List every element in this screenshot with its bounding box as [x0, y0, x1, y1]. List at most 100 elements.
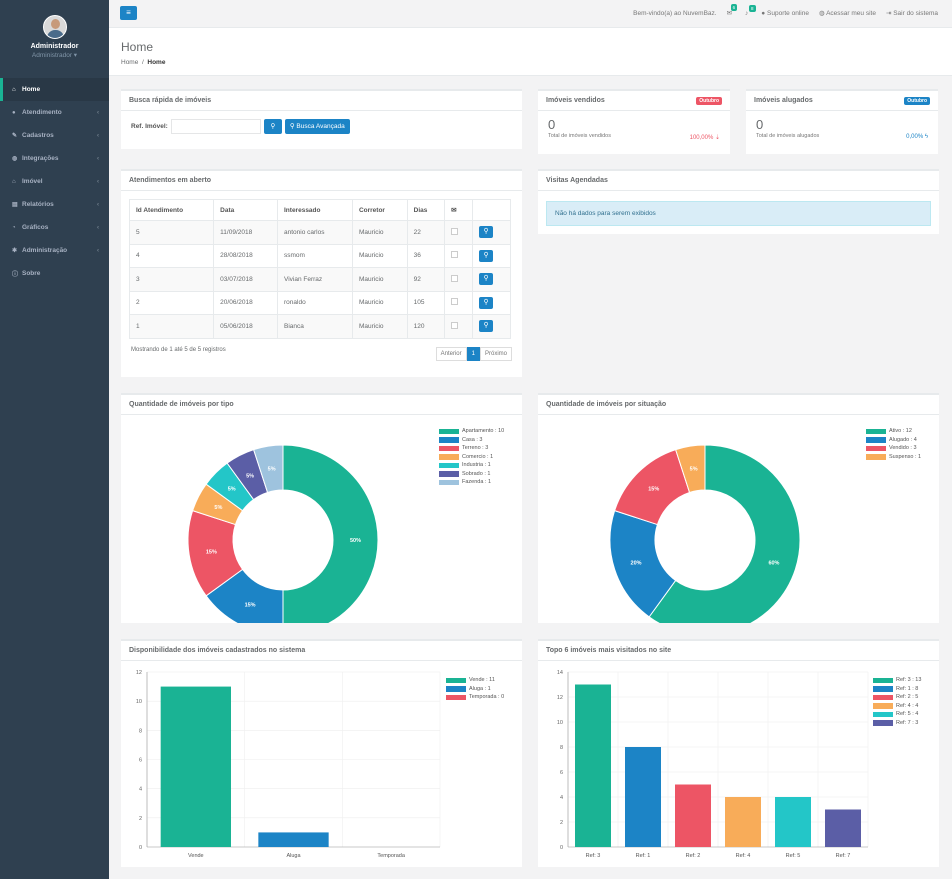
legend-item[interactable]: Temporada : 0	[446, 693, 504, 702]
sidebar-item-graficos[interactable]: ◔ Gráficos ‹	[0, 216, 109, 239]
column-header-dias[interactable]: Dias	[406, 199, 446, 221]
sidebar-item-imovel[interactable]: ⌂ Imóvel ‹	[0, 170, 109, 193]
globe-icon: ◍	[818, 10, 825, 17]
availability-bar-chart: 0 2 4 6 8 10 12 Vende Aluga Temporada	[136, 670, 441, 859]
sidebar-item-sobre[interactable]: ⓘ Sobre	[0, 262, 109, 285]
legend-swatch	[873, 711, 893, 717]
legend-item[interactable]: Ref: 5 : 4	[873, 710, 921, 719]
bar-ref-7[interactable]	[825, 809, 861, 848]
rented-value: 0	[756, 117, 764, 132]
column-header-mail[interactable]: ✉	[444, 199, 474, 221]
legend-item[interactable]: Ref: 4 : 4	[873, 702, 921, 711]
bar-ref-1[interactable]	[625, 747, 661, 847]
advanced-search-button[interactable]: ⚲ Busca Avançada	[284, 119, 350, 134]
legend-item[interactable]: Vendido : 3	[866, 444, 921, 453]
row-checkbox[interactable]	[451, 227, 459, 235]
legend-item[interactable]: Ref: 1 : 8	[873, 685, 921, 694]
legend-swatch	[439, 471, 459, 477]
view-attendance-button[interactable]: ⚲	[479, 296, 494, 309]
column-header-id-atendimento[interactable]: Id Atendimento	[128, 199, 215, 221]
table-cell: ssmom	[277, 243, 353, 268]
slice-apartamento[interactable]	[282, 444, 379, 636]
table-cell	[444, 220, 474, 245]
legend-swatch	[873, 686, 893, 692]
column-header-corretor[interactable]: Corretor	[351, 199, 408, 221]
search-button[interactable]: ⚲	[263, 119, 282, 134]
view-attendance-button[interactable]: ⚲	[479, 273, 494, 286]
sidebar-item-relatorios[interactable]: ▤ Relatórios ‹	[0, 193, 109, 216]
avatar[interactable]	[42, 15, 67, 39]
bar-ref-5[interactable]	[775, 797, 811, 847]
site-link[interactable]: ◍ Acessar meu site	[819, 9, 876, 17]
sidebar-item-atendimento[interactable]: ● Atendimento ‹	[0, 101, 109, 124]
sidebar-item-cadastros[interactable]: ✎ Cadastros ‹	[0, 124, 109, 147]
row-checkbox[interactable]	[451, 298, 459, 306]
legend-label: Casa : 3	[462, 436, 483, 443]
chevron-left-icon: ‹	[97, 201, 99, 208]
search-icon: ⚲	[483, 228, 489, 236]
next-page-button[interactable]: Próximo	[479, 347, 512, 361]
legend-item[interactable]: Ref: 2 : 5	[873, 693, 921, 702]
notifications-button[interactable]: ♪ 8	[745, 4, 756, 17]
menu-toggle-button[interactable]: ≡	[120, 6, 137, 20]
legend-item[interactable]: Comercio : 1	[439, 453, 504, 462]
user-name: Administrador	[30, 43, 79, 50]
sidebar-item-home[interactable]: ⌂ Home	[0, 78, 109, 101]
view-attendance-button[interactable]: ⚲	[479, 249, 494, 262]
row-checkbox[interactable]	[451, 274, 459, 282]
bar-ref-3[interactable]	[575, 684, 611, 848]
column-header-data[interactable]: Data	[213, 199, 278, 221]
prev-page-button[interactable]: Anterior	[435, 347, 467, 361]
legend-item[interactable]: Ref: 3 : 13	[873, 676, 921, 685]
row-checkbox[interactable]	[451, 321, 459, 329]
quick-search-panel: Busca rápida de imóveis Ref. Imóvel: ⚲ ⚲…	[121, 89, 522, 149]
legend-item[interactable]: Terreno : 3	[439, 444, 504, 453]
legend-item[interactable]: Industria : 1	[439, 461, 504, 470]
y-tick-label: 14	[557, 670, 563, 676]
quick-search-title: Busca rápida de imóveis	[121, 91, 522, 111]
legend-item[interactable]: Aluga : 1	[446, 685, 504, 694]
legend-item[interactable]: Casa : 3	[439, 436, 504, 445]
bar-vende[interactable]	[160, 686, 231, 847]
view-attendance-button[interactable]: ⚲	[479, 320, 494, 333]
sidebar-item-administracao[interactable]: ✱ Administração ‹	[0, 239, 109, 262]
logout-link[interactable]: ⇥ Sair do sistema	[886, 9, 938, 17]
breadcrumb-current: Home	[147, 59, 166, 66]
legend-item[interactable]: Ativo : 12	[866, 427, 921, 436]
x-tick-label: Aluga	[286, 853, 301, 859]
legend-item[interactable]: Fazenda : 1	[439, 478, 504, 487]
row-checkbox[interactable]	[451, 251, 459, 259]
table-cell: 92	[406, 267, 446, 292]
legend-label: Ativo : 12	[889, 428, 912, 435]
sold-month-badge: Outubro	[696, 97, 722, 105]
legend-item[interactable]: Ref: 7 : 3	[873, 719, 921, 728]
slice-fazenda[interactable]	[253, 444, 284, 494]
slice-suspenso[interactable]	[675, 444, 706, 494]
legend-label: Ref: 2 : 5	[896, 694, 919, 701]
user-role-dropdown[interactable]: Administrador ▾	[31, 52, 78, 59]
page-1-button[interactable]: 1	[466, 347, 480, 361]
legend-item[interactable]: Suspenso : 1	[866, 453, 921, 462]
breadcrumb-home-link[interactable]: Home	[121, 59, 139, 66]
legend-item[interactable]: Vende : 11	[446, 676, 504, 685]
column-header-interessado[interactable]: Interessado	[277, 199, 353, 221]
bar-ref-2[interactable]	[675, 784, 711, 848]
view-attendance-button[interactable]: ⚲	[479, 226, 494, 239]
legend-item[interactable]: Apartamento : 10	[439, 427, 504, 436]
bar-ref-4[interactable]	[725, 797, 761, 847]
slice-label: 5%	[214, 505, 222, 511]
book-icon: ▤	[12, 202, 18, 208]
legend-swatch	[866, 454, 886, 460]
bar-aluga[interactable]	[258, 832, 329, 847]
messages-button[interactable]: ✉ 6	[727, 4, 738, 17]
y-tick-label: 6	[560, 770, 563, 776]
support-link[interactable]: ● Suporte online	[761, 10, 809, 17]
sidebar-item-integracoes[interactable]: ◍ Integrações ‹	[0, 147, 109, 170]
ref-input[interactable]	[170, 119, 261, 134]
pie-chart-icon: ◔	[12, 224, 16, 231]
comments-icon: ●	[761, 9, 766, 17]
property-type-legend: Apartamento : 10 Casa : 3 Terreno : 3 Comer…	[439, 427, 504, 487]
legend-item[interactable]: Sobrado : 1	[439, 470, 504, 479]
legend-item[interactable]: Alugado : 4	[866, 436, 921, 445]
table-cell: Mauricio	[351, 243, 408, 268]
